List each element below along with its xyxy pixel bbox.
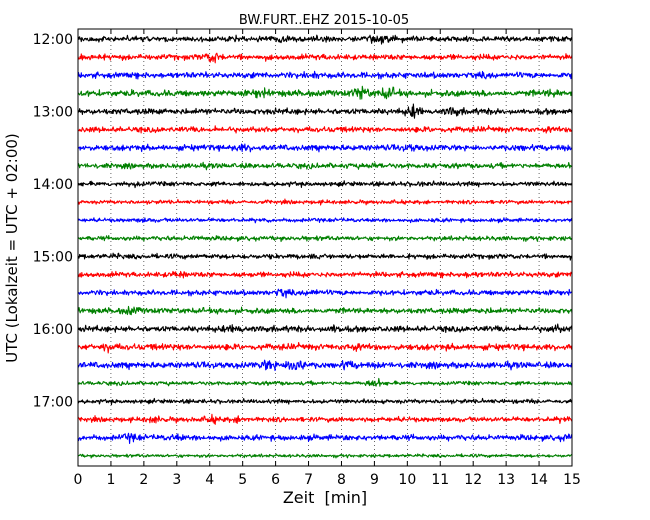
x-tick-label: 12 — [464, 472, 482, 488]
trace-1745 — [77, 453, 573, 459]
trace-1700 — [77, 397, 573, 406]
trace-1600 — [77, 323, 573, 334]
y-axis-label: UTC (Lokalzeit = UTC + 02:00) — [3, 133, 21, 363]
trace-1530 — [77, 288, 573, 299]
trace-1545 — [77, 305, 573, 316]
grid-lines — [110, 29, 540, 466]
x-tick-label: 11 — [431, 472, 449, 488]
x-tick-label: 6 — [271, 472, 280, 488]
trace-1615 — [77, 341, 573, 354]
x-tick-label: 3 — [172, 472, 181, 488]
x-tick-label: 7 — [304, 472, 313, 488]
trace-1515 — [77, 270, 573, 279]
y-tick-label: 12:00 — [33, 32, 73, 48]
trace-1645 — [77, 377, 573, 387]
trace-1630 — [77, 359, 573, 372]
trace-1200 — [77, 34, 573, 45]
trace-1330 — [77, 143, 573, 153]
x-tick-label: 14 — [530, 472, 548, 488]
y-tick-label: 13:00 — [33, 104, 73, 120]
x-tick-label: 9 — [370, 472, 379, 488]
trace-1215 — [77, 52, 573, 64]
trace-1345 — [77, 161, 573, 171]
x-tick-label: 10 — [398, 472, 416, 488]
y-axis: 12:00 13:00 14:00 15:00 16:00 17:00 — [33, 32, 572, 410]
trace-1245 — [77, 85, 573, 100]
trace-1415 — [77, 198, 573, 206]
trace-1430 — [77, 217, 573, 224]
trace-1730 — [77, 432, 573, 444]
x-tick-label: 15 — [563, 472, 581, 488]
x-axis-label: Zeit [min] — [283, 488, 367, 507]
y-tick-label: 17:00 — [33, 394, 73, 410]
x-tick-label: 2 — [139, 472, 148, 488]
trace-1315 — [77, 125, 573, 134]
trace-1715 — [77, 413, 573, 425]
y-tick-label: 16:00 — [33, 322, 73, 338]
trace-group — [77, 34, 573, 459]
chart-title: BW.FURT..EHZ 2015-10-05 — [239, 13, 409, 28]
x-tick-label: 8 — [337, 472, 346, 488]
plot-frame — [77, 28, 573, 467]
trace-1445 — [77, 234, 573, 243]
trace-1400 — [77, 180, 573, 189]
x-tick-label: 13 — [497, 472, 515, 488]
x-tick-label: 1 — [106, 472, 115, 488]
trace-1230 — [77, 70, 573, 80]
y-tick-label: 14:00 — [33, 177, 73, 193]
trace-1500 — [77, 252, 573, 261]
trace-1300 — [77, 103, 573, 119]
x-axis: 0 1 2 3 4 5 6 7 8 9 10 11 12 13 14 15 — [74, 29, 581, 488]
x-tick-label: 4 — [205, 472, 214, 488]
x-tick-label: 0 — [74, 472, 83, 488]
y-tick-label: 15:00 — [33, 249, 73, 265]
x-tick-label: 5 — [238, 472, 247, 488]
